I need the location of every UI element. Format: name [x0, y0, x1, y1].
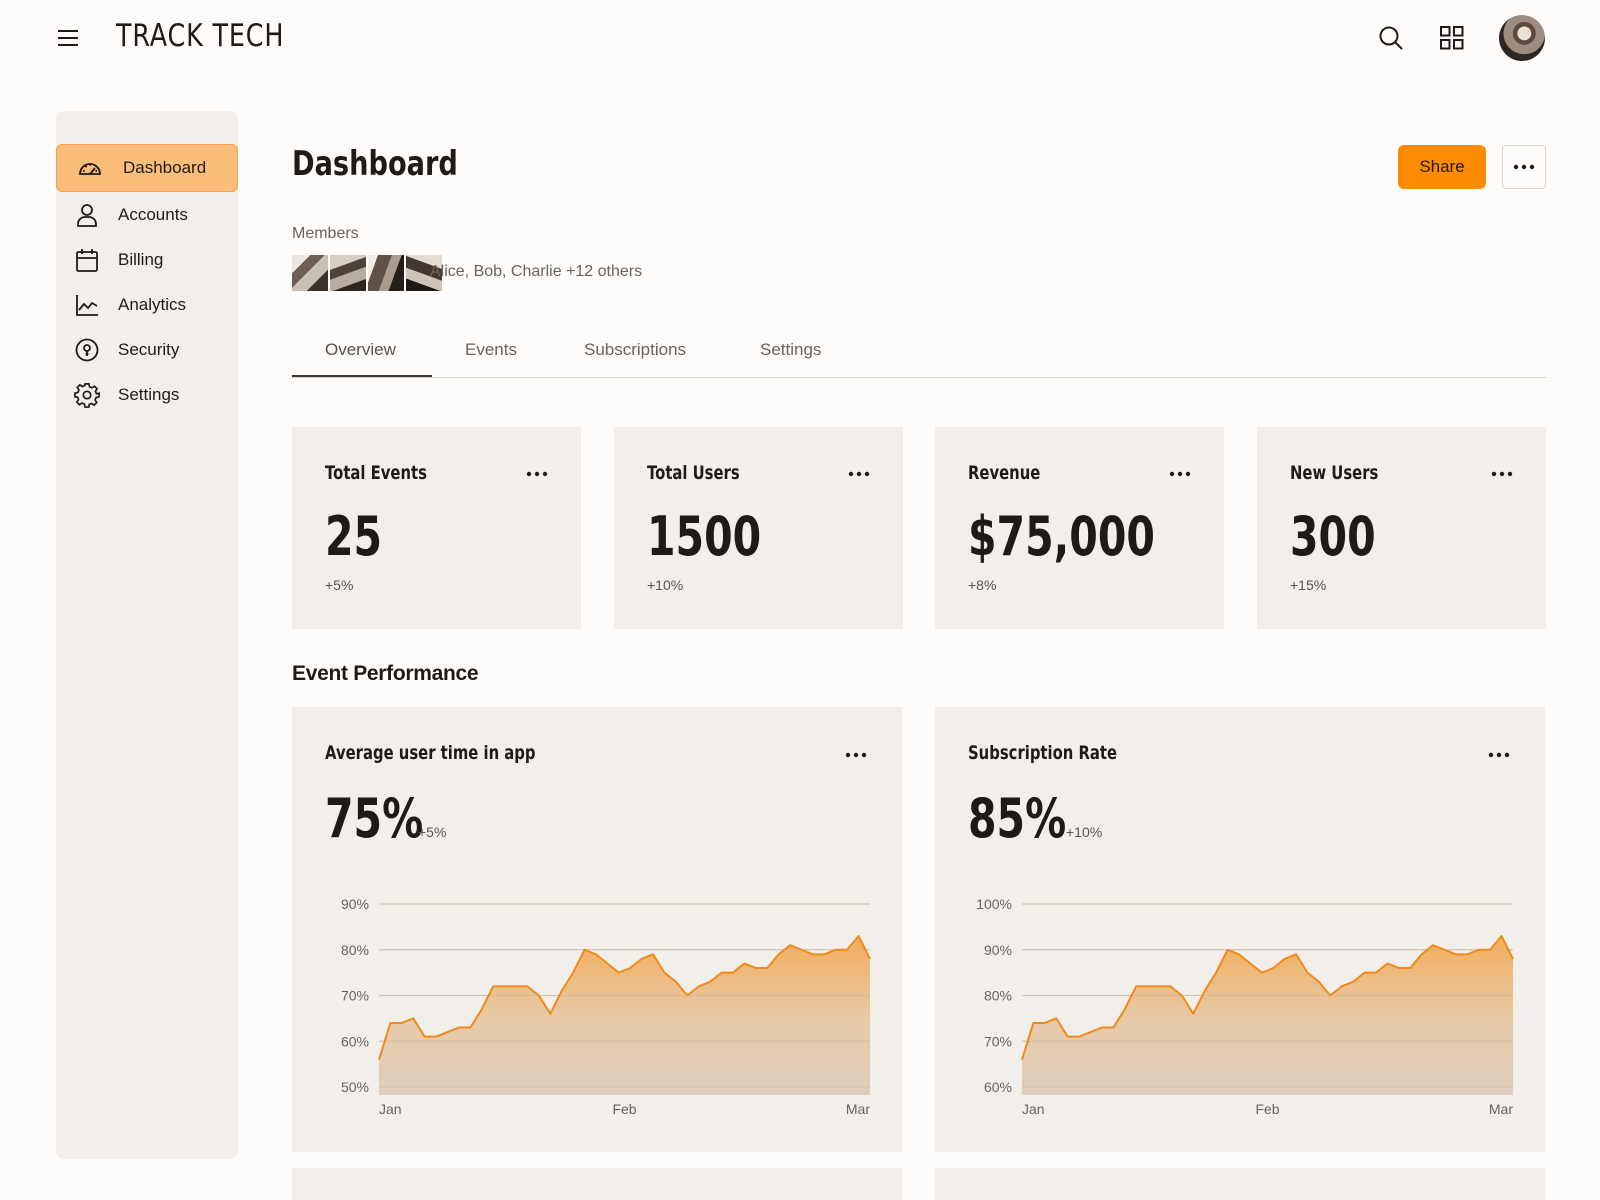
members-names: Alice, Bob, Charlie +12 others: [430, 263, 643, 280]
shield-icon: [74, 337, 100, 363]
chart-card-partial: [292, 1168, 902, 1200]
card-title: Revenue: [968, 462, 1041, 484]
card-title: Total Users: [647, 462, 740, 484]
area-fill: [1022, 936, 1513, 1095]
y-tick-label: 50%: [341, 1079, 369, 1095]
tab-bar: Overview Events Subscriptions Settings: [292, 330, 1546, 378]
sidebar-item-label: Accounts: [118, 205, 188, 224]
card-more-button[interactable]: [845, 464, 873, 484]
member-avatar: [292, 255, 328, 291]
user-icon: [74, 202, 100, 228]
card-more-button[interactable]: [1488, 464, 1516, 484]
stat-delta: +15%: [1290, 577, 1327, 593]
grid-icon[interactable]: [1439, 25, 1465, 51]
share-button[interactable]: Share: [1398, 145, 1486, 189]
x-tick-label: Mar: [846, 1101, 870, 1117]
y-tick-label: 80%: [341, 942, 369, 958]
stat-delta: +10%: [647, 577, 684, 593]
sidebar-item-label: Settings: [118, 385, 180, 404]
card-more-button[interactable]: [842, 745, 870, 765]
y-tick-label: 90%: [984, 942, 1012, 958]
area-fill: [379, 936, 870, 1095]
x-tick-label: Jan: [379, 1101, 402, 1117]
sidebar: Dashboard Accounts Billing Analytics: [56, 111, 238, 1159]
card-title: New Users: [1290, 462, 1379, 484]
card-title: Total Events: [325, 462, 427, 484]
stat-delta: +5%: [325, 577, 354, 593]
page-title: Dashboard: [292, 144, 458, 184]
stat-card-total-events: Total Events 25 +5%: [292, 427, 581, 629]
sidebar-item-billing[interactable]: Billing: [56, 238, 238, 282]
sidebar-item-dashboard[interactable]: Dashboard: [56, 144, 238, 192]
brand-logo[interactable]: TRACK TECH: [116, 18, 285, 54]
menu-icon[interactable]: [56, 26, 80, 50]
series-line: [378, 935, 871, 1060]
tab-overview[interactable]: Overview: [325, 340, 396, 359]
x-tick-label: Jan: [1022, 1101, 1045, 1117]
stat-card-revenue: Revenue $75,000 +8%: [935, 427, 1224, 629]
member-avatar: [330, 255, 366, 291]
line-chart-icon: [74, 292, 100, 318]
chart-headline-value: 85%: [968, 787, 1067, 850]
chart-card-partial: [935, 1168, 1545, 1200]
calendar-icon: [74, 247, 100, 273]
sidebar-item-accounts[interactable]: Accounts: [56, 193, 238, 237]
x-tick-label: Mar: [1489, 1101, 1513, 1117]
active-tab-indicator: [292, 375, 432, 377]
member-avatar: [406, 255, 442, 291]
x-tick-label: Feb: [612, 1101, 636, 1117]
chart-card-avg-time: Average user time in app 75% +5% 90% 80% 7…: [292, 707, 902, 1152]
card-title: Average user time in app: [325, 742, 536, 764]
avatar[interactable]: [1499, 15, 1545, 61]
tab-settings[interactable]: Settings: [760, 340, 822, 359]
stat-value: 1500: [647, 505, 762, 568]
sidebar-item-label: Analytics: [118, 295, 187, 314]
sidebar-item-label: Security: [118, 340, 180, 359]
tab-events[interactable]: Events: [465, 340, 517, 359]
series-line: [1021, 935, 1514, 1060]
y-tick-label: 70%: [341, 988, 369, 1004]
y-tick-label: 60%: [341, 1033, 369, 1049]
chart-headline-value: 75%: [325, 787, 424, 850]
stat-delta: +8%: [968, 577, 997, 593]
card-more-button[interactable]: [1485, 745, 1513, 765]
y-tick-label: 90%: [341, 896, 369, 912]
sidebar-item-settings[interactable]: Settings: [56, 373, 238, 417]
chart-card-subscription-rate: Subscription Rate 85% +10% 100% 90% 80% 70%…: [935, 707, 1545, 1152]
stat-value: 25: [325, 505, 383, 568]
stat-value: $75,000: [968, 505, 1155, 568]
top-bar: TRACK TECH: [0, 0, 1600, 80]
stat-card-total-users: Total Users 1500 +10%: [614, 427, 903, 629]
sidebar-item-analytics[interactable]: Analytics: [56, 283, 238, 327]
chart-delta: +10%: [1066, 824, 1103, 840]
card-more-button[interactable]: [1166, 464, 1194, 484]
members-avatars[interactable]: [292, 255, 444, 291]
sidebar-item-label: Billing: [118, 250, 164, 269]
tab-subscriptions[interactable]: Subscriptions: [584, 340, 687, 359]
sidebar-item-label: Dashboard: [123, 158, 207, 177]
search-icon[interactable]: [1378, 25, 1404, 51]
y-tick-label: 80%: [984, 988, 1012, 1004]
stat-value: 300: [1290, 505, 1376, 568]
stat-card-new-users: New Users 300 +15%: [1257, 427, 1546, 629]
more-options-button[interactable]: [1502, 145, 1546, 189]
gear-icon: [74, 382, 100, 408]
area-chart: 90% 80% 70% 60% 50% Jan Feb Mar: [341, 896, 871, 1117]
sidebar-item-security[interactable]: Security: [56, 328, 238, 372]
gauge-icon: [77, 155, 103, 181]
ellipsis-icon: [1513, 164, 1535, 170]
members-label: Members: [292, 225, 359, 242]
x-tick-label: Feb: [1255, 1101, 1279, 1117]
member-avatar: [368, 255, 404, 291]
y-tick-label: 70%: [984, 1033, 1012, 1049]
section-title: Event Performance: [292, 662, 479, 685]
card-more-button[interactable]: [523, 464, 551, 484]
area-chart: 100% 90% 80% 70% 60% Jan Feb Mar: [976, 896, 1514, 1117]
card-title: Subscription Rate: [968, 742, 1118, 764]
y-tick-label: 60%: [984, 1079, 1012, 1095]
chart-delta: +5%: [418, 824, 447, 840]
y-tick-label: 100%: [976, 896, 1012, 912]
